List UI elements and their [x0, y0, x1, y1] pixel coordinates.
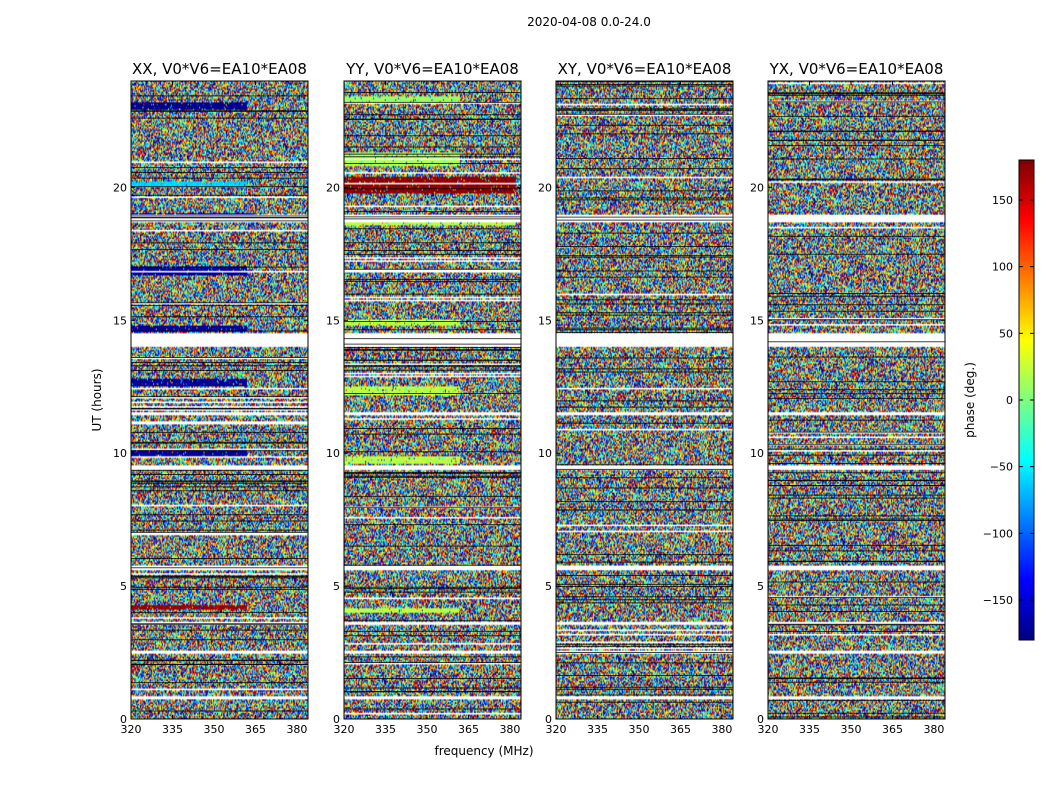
colorbar-tick-label: −150	[983, 594, 1013, 607]
y-tick-label: 0	[120, 713, 127, 726]
y-tick-label: 20	[538, 181, 552, 194]
y-tick-label: 10	[538, 447, 552, 460]
colorbar-tick-label: 0	[1006, 394, 1013, 407]
x-tick-label: 365	[458, 723, 479, 736]
x-tick-label: 320	[758, 723, 779, 736]
y-tick-label: 10	[750, 447, 764, 460]
colorbar-tick-label: 50	[999, 327, 1013, 340]
y-tick-label: 20	[113, 181, 127, 194]
colorbar-tick-label: 100	[992, 261, 1013, 274]
colorbar-label: phase (deg.)	[963, 362, 977, 438]
panel-title: XY, V0*V6=EA10*EA08	[558, 60, 732, 78]
x-tick-label: 350	[416, 723, 437, 736]
x-tick-label: 365	[245, 723, 266, 736]
x-tick-label: 335	[799, 723, 820, 736]
colorbar-tick-label: −50	[990, 461, 1013, 474]
panel-frame	[130, 80, 309, 720]
y-tick-label: 5	[545, 580, 552, 593]
y-tick-label: 15	[113, 314, 127, 327]
panel-xy: XY, V0*V6=EA10*EA08 320 335 350 365 380 0 5 10 15…	[538, 60, 734, 736]
panel-title: YX, V0*V6=EA10*EA08	[769, 60, 944, 78]
colorbar-tick-label: 150	[992, 194, 1013, 207]
phase-heatmap-xy	[556, 81, 733, 719]
y-tick-label: 0	[333, 713, 340, 726]
panel-frame	[343, 80, 522, 720]
panel-frame	[767, 80, 946, 720]
x-tick-label: 350	[628, 723, 649, 736]
y-tick-label: 20	[326, 181, 340, 194]
panel-frame	[555, 80, 734, 720]
colorbar: −150 −100 −50 0 50 100 150 phase (deg.)	[963, 159, 1035, 641]
panel-xx: XX, V0*V6=EA10*EA08 320 335 350 365 380 0 5 10 15…	[113, 60, 309, 736]
panel-title: XX, V0*V6=EA10*EA08	[132, 60, 307, 78]
y-tick-label: 5	[333, 580, 340, 593]
y-tick-label: 15	[538, 314, 552, 327]
y-axis-label: UT (hours)	[90, 368, 104, 431]
y-tick-label: 5	[120, 580, 127, 593]
y-tick-label: 10	[113, 447, 127, 460]
y-tick-label: 10	[326, 447, 340, 460]
x-tick-label: 380	[499, 723, 520, 736]
panels: XX, V0*V6=EA10*EA08 320 335 350 365 380 0 5 10 15…	[113, 60, 946, 736]
x-tick-label: 320	[121, 723, 142, 736]
colorbar-tick-label: −100	[983, 527, 1013, 540]
y-tick-label: 0	[545, 713, 552, 726]
y-tick-label: 15	[750, 314, 764, 327]
x-tick-label: 335	[587, 723, 608, 736]
phase-heatmap-yx	[768, 81, 945, 719]
figure-title: 2020-04-08 0.0-24.0	[527, 15, 651, 29]
y-tick-label: 5	[757, 580, 764, 593]
y-tick-label: 20	[750, 181, 764, 194]
y-tick-label: 0	[757, 713, 764, 726]
panel-yy: YY, V0*V6=EA10*EA08 320 335 350 365 380 0 5 10 15…	[326, 60, 522, 736]
x-tick-label: 350	[203, 723, 224, 736]
x-tick-label: 350	[840, 723, 861, 736]
x-tick-label: 335	[162, 723, 183, 736]
x-tick-label: 320	[546, 723, 567, 736]
x-tick-label: 380	[286, 723, 307, 736]
phase-heatmap-yy	[344, 81, 521, 719]
x-tick-label: 320	[334, 723, 355, 736]
x-tick-label: 335	[375, 723, 396, 736]
x-tick-label: 365	[670, 723, 691, 736]
x-tick-label: 380	[923, 723, 944, 736]
x-tick-label: 365	[882, 723, 903, 736]
panel-title: YY, V0*V6=EA10*EA08	[345, 60, 519, 78]
panel-yx: YX, V0*V6=EA10*EA08 320 335 350 365 380 0 5 10 15…	[750, 60, 946, 736]
x-tick-label: 380	[711, 723, 732, 736]
x-axis-label: frequency (MHz)	[434, 744, 533, 758]
y-tick-label: 15	[326, 314, 340, 327]
